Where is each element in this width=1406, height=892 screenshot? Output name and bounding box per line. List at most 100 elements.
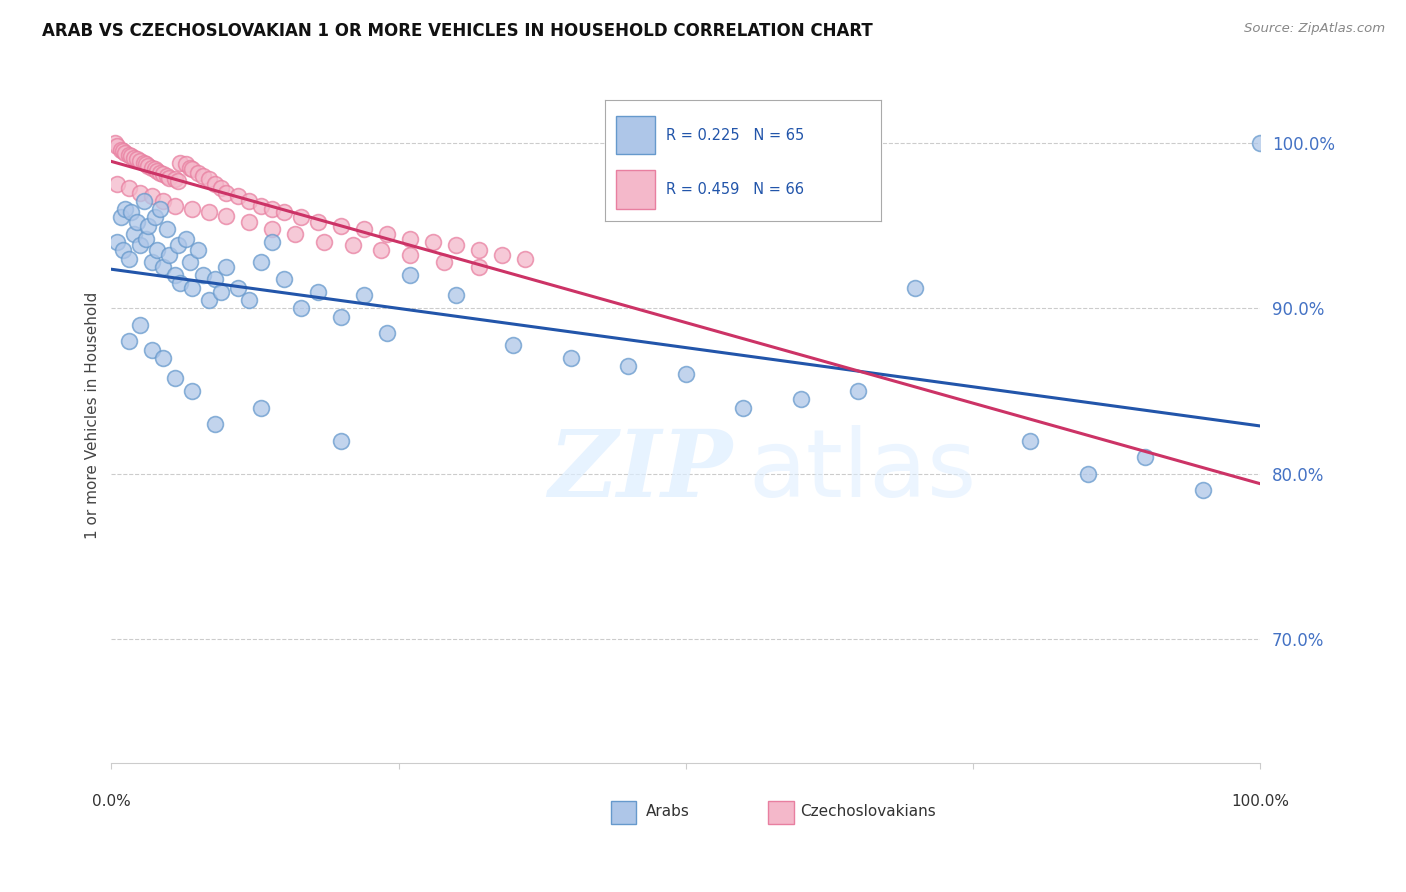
- Point: [1019, 434, 1042, 448]
- Point: [169, 155, 191, 169]
- Point: [198, 205, 221, 219]
- Point: [124, 227, 146, 241]
- Point: [125, 153, 148, 167]
- Point: [846, 384, 869, 398]
- Point: [132, 194, 155, 208]
- Point: [273, 205, 295, 219]
- Point: [375, 326, 398, 340]
- Point: [617, 359, 640, 374]
- Point: [163, 370, 186, 384]
- Point: [209, 180, 232, 194]
- Point: [215, 186, 238, 200]
- Point: [135, 232, 157, 246]
- Point: [307, 285, 329, 299]
- Point: [117, 180, 139, 194]
- Text: 0.0%: 0.0%: [91, 794, 131, 808]
- Point: [105, 235, 128, 249]
- Point: [262, 202, 284, 216]
- Point: [312, 235, 335, 249]
- Point: [155, 222, 177, 236]
- Point: [444, 238, 467, 252]
- Point: [1249, 136, 1271, 150]
- Point: [1077, 467, 1099, 481]
- Point: [513, 252, 536, 266]
- Point: [198, 172, 221, 186]
- Point: [141, 161, 163, 175]
- Point: [152, 260, 174, 274]
- Point: [204, 417, 226, 431]
- Point: [215, 209, 238, 223]
- Point: [117, 147, 139, 161]
- Point: [111, 244, 134, 258]
- Point: [136, 159, 159, 173]
- Point: [163, 199, 186, 213]
- Point: [204, 178, 226, 192]
- Point: [180, 202, 202, 216]
- Point: [468, 244, 491, 258]
- Text: Arabs: Arabs: [645, 805, 689, 819]
- Point: [117, 252, 139, 266]
- Point: [157, 170, 180, 185]
- Point: [179, 255, 201, 269]
- Point: [143, 211, 166, 225]
- Point: [110, 143, 132, 157]
- Point: [249, 401, 271, 415]
- Point: [444, 288, 467, 302]
- Point: [117, 334, 139, 349]
- Text: Czechoslovakians: Czechoslovakians: [800, 805, 936, 819]
- Point: [1191, 483, 1213, 498]
- FancyBboxPatch shape: [612, 801, 637, 824]
- Point: [433, 255, 456, 269]
- Point: [353, 288, 375, 302]
- Point: [157, 248, 180, 262]
- Point: [129, 318, 152, 332]
- Point: [733, 401, 755, 415]
- Point: [174, 232, 197, 246]
- Text: atlas: atlas: [749, 425, 977, 517]
- Point: [249, 199, 271, 213]
- Point: [204, 271, 226, 285]
- Point: [152, 167, 174, 181]
- Point: [129, 238, 152, 252]
- Point: [124, 151, 146, 165]
- Point: [120, 205, 142, 219]
- Point: [273, 271, 295, 285]
- Point: [174, 157, 197, 171]
- Point: [399, 232, 422, 246]
- Point: [193, 169, 215, 183]
- Point: [163, 268, 186, 283]
- Point: [422, 235, 444, 249]
- Y-axis label: 1 or more Vehicles in Household: 1 or more Vehicles in Household: [86, 293, 100, 540]
- Point: [262, 235, 284, 249]
- Point: [141, 189, 163, 203]
- Point: [180, 281, 202, 295]
- Point: [238, 293, 260, 307]
- Point: [330, 434, 353, 448]
- Point: [125, 215, 148, 229]
- Point: [904, 281, 927, 295]
- Point: [152, 351, 174, 365]
- Point: [136, 219, 159, 233]
- Point: [146, 244, 169, 258]
- Point: [129, 186, 152, 200]
- Point: [110, 211, 132, 225]
- Point: [215, 260, 238, 274]
- Point: [180, 162, 202, 177]
- Text: ZIP: ZIP: [548, 426, 733, 516]
- Point: [141, 343, 163, 357]
- Point: [262, 222, 284, 236]
- Point: [104, 136, 127, 150]
- Point: [135, 157, 157, 171]
- Point: [330, 219, 353, 233]
- Point: [502, 337, 524, 351]
- Text: 100.0%: 100.0%: [1232, 794, 1289, 808]
- Text: ARAB VS CZECHOSLOVAKIAN 1 OR MORE VEHICLES IN HOUSEHOLD CORRELATION CHART: ARAB VS CZECHOSLOVAKIAN 1 OR MORE VEHICL…: [42, 22, 873, 40]
- Point: [353, 222, 375, 236]
- Point: [187, 244, 209, 258]
- Point: [226, 281, 249, 295]
- Point: [111, 145, 134, 159]
- Point: [209, 285, 232, 299]
- Point: [167, 174, 190, 188]
- Point: [167, 238, 190, 252]
- Point: [120, 149, 142, 163]
